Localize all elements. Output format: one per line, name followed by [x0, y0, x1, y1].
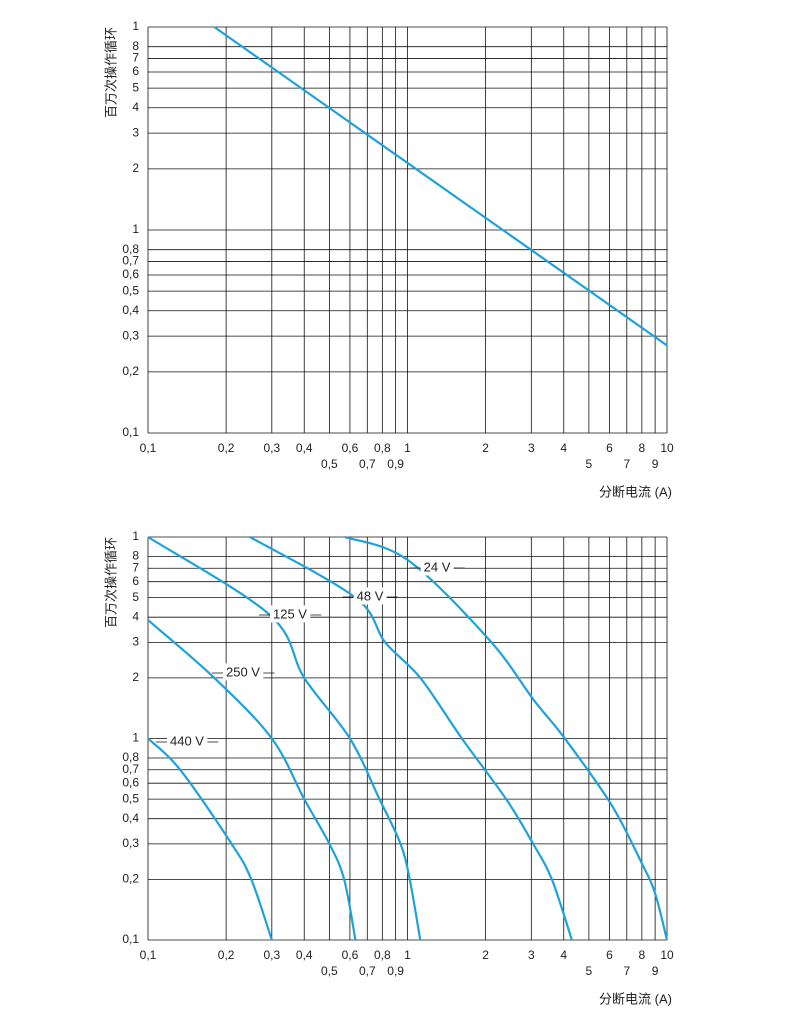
y-tick-label: 4: [132, 100, 139, 114]
x-tick-label: 2: [482, 948, 489, 962]
x-tick-label: 0,6: [342, 441, 359, 455]
x-tick-label: 10: [660, 948, 674, 962]
y-tick-label: 0,6: [122, 267, 139, 281]
x-tick-label: 6: [606, 948, 613, 962]
x-tick-label: 0,8: [374, 948, 391, 962]
y-tick-label: 1: [132, 731, 139, 745]
curve: [147, 619, 357, 941]
y-tick-label: 0,5: [122, 791, 139, 805]
y-tick-label: 0,2: [122, 364, 139, 378]
x-tick-label: 8: [639, 441, 646, 455]
x-tick-label: 0,7: [359, 457, 376, 471]
y-tick-label: 7: [132, 560, 139, 574]
x-tick-label: 0,5: [321, 457, 338, 471]
x-axis-title: 分断电流 (A): [599, 991, 672, 1006]
y-tick-label: 7: [132, 51, 139, 65]
x-tick-label: 0,7: [359, 964, 376, 978]
y-tick-label: 4: [132, 609, 139, 623]
y-axis-title: 百万次操作循环: [103, 537, 118, 628]
y-tick-label: 0,8: [122, 750, 139, 764]
x-tick-label: 0,1: [140, 441, 157, 455]
series-label: 125 V: [273, 606, 307, 621]
y-tick-label: 2: [132, 670, 139, 684]
x-tick-label: 0,2: [218, 441, 235, 455]
y-tick-label: 0,6: [122, 775, 139, 789]
x-tick-label: 0,5: [321, 964, 338, 978]
y-tick-label: 8: [132, 549, 139, 563]
x-tick-label: 5: [586, 457, 593, 471]
x-tick-label: 4: [560, 441, 567, 455]
y-tick-label: 5: [132, 590, 139, 604]
x-tick-label: 0,2: [218, 948, 235, 962]
y-tick-label: 0,2: [122, 872, 139, 886]
series-label: 24 V: [424, 559, 451, 574]
y-tick-label: 0,7: [122, 254, 139, 268]
series-label: 440 V: [170, 733, 204, 748]
y-axis-title: 百万次操作循环: [103, 27, 118, 118]
curve: [147, 536, 422, 941]
y-tick-label: 0,5: [122, 283, 139, 297]
y-tick-label: 1: [132, 19, 139, 33]
x-axis-title: 分断电流 (A): [599, 484, 672, 499]
label-bg: [223, 663, 264, 681]
x-tick-label: 2: [482, 441, 489, 455]
y-tick-label: 0,1: [122, 425, 139, 439]
y-tick-label: 0,8: [122, 242, 139, 256]
x-tick-label: 1: [404, 948, 411, 962]
x-tick-label: 0,6: [342, 948, 359, 962]
x-tick-label: 0,4: [296, 441, 313, 455]
x-tick-label: 0,3: [263, 948, 280, 962]
y-tick-label: 5: [132, 80, 139, 94]
y-tick-label: 1: [132, 529, 139, 543]
y-tick-label: 0,4: [122, 303, 139, 317]
x-tick-label: 10: [660, 441, 674, 455]
y-tick-label: 6: [132, 574, 139, 588]
x-tick-label: 9: [652, 964, 659, 978]
x-tick-label: 0,3: [263, 441, 280, 455]
y-tick-label: 3: [132, 125, 139, 139]
x-tick-label: 7: [623, 457, 630, 471]
series-label: 48 V: [357, 588, 384, 603]
label-bg: [420, 558, 454, 576]
x-tick-label: 0,8: [374, 441, 391, 455]
x-tick-label: 0,9: [387, 964, 404, 978]
x-tick-label: 3: [528, 948, 535, 962]
x-tick-label: 5: [586, 964, 593, 978]
y-tick-label: 2: [132, 161, 139, 175]
label-bg: [353, 587, 387, 605]
y-tick-label: 0,4: [122, 811, 139, 825]
y-tick-label: 8: [132, 39, 139, 53]
y-tick-label: 3: [132, 635, 139, 649]
x-tick-label: 0,1: [140, 948, 157, 962]
x-tick-label: 7: [623, 964, 630, 978]
x-tick-label: 0,9: [387, 457, 404, 471]
x-tick-label: 1: [404, 441, 411, 455]
curve: [147, 737, 273, 941]
y-tick-label: 1: [132, 222, 139, 236]
x-tick-label: 9: [652, 457, 659, 471]
y-tick-label: 0,3: [122, 836, 139, 850]
label-bg: [270, 605, 311, 623]
x-tick-label: 4: [560, 948, 567, 962]
y-tick-label: 0,7: [122, 762, 139, 776]
x-tick-label: 8: [639, 948, 646, 962]
y-tick-label: 0,1: [122, 932, 139, 946]
label-bg: [167, 732, 208, 750]
x-tick-label: 0,4: [296, 948, 313, 962]
x-tick-label: 6: [606, 441, 613, 455]
y-tick-label: 0,3: [122, 328, 139, 342]
series-label: 250 V: [226, 664, 260, 679]
x-tick-label: 3: [528, 441, 535, 455]
y-tick-label: 6: [132, 64, 139, 78]
curve: [213, 26, 668, 347]
